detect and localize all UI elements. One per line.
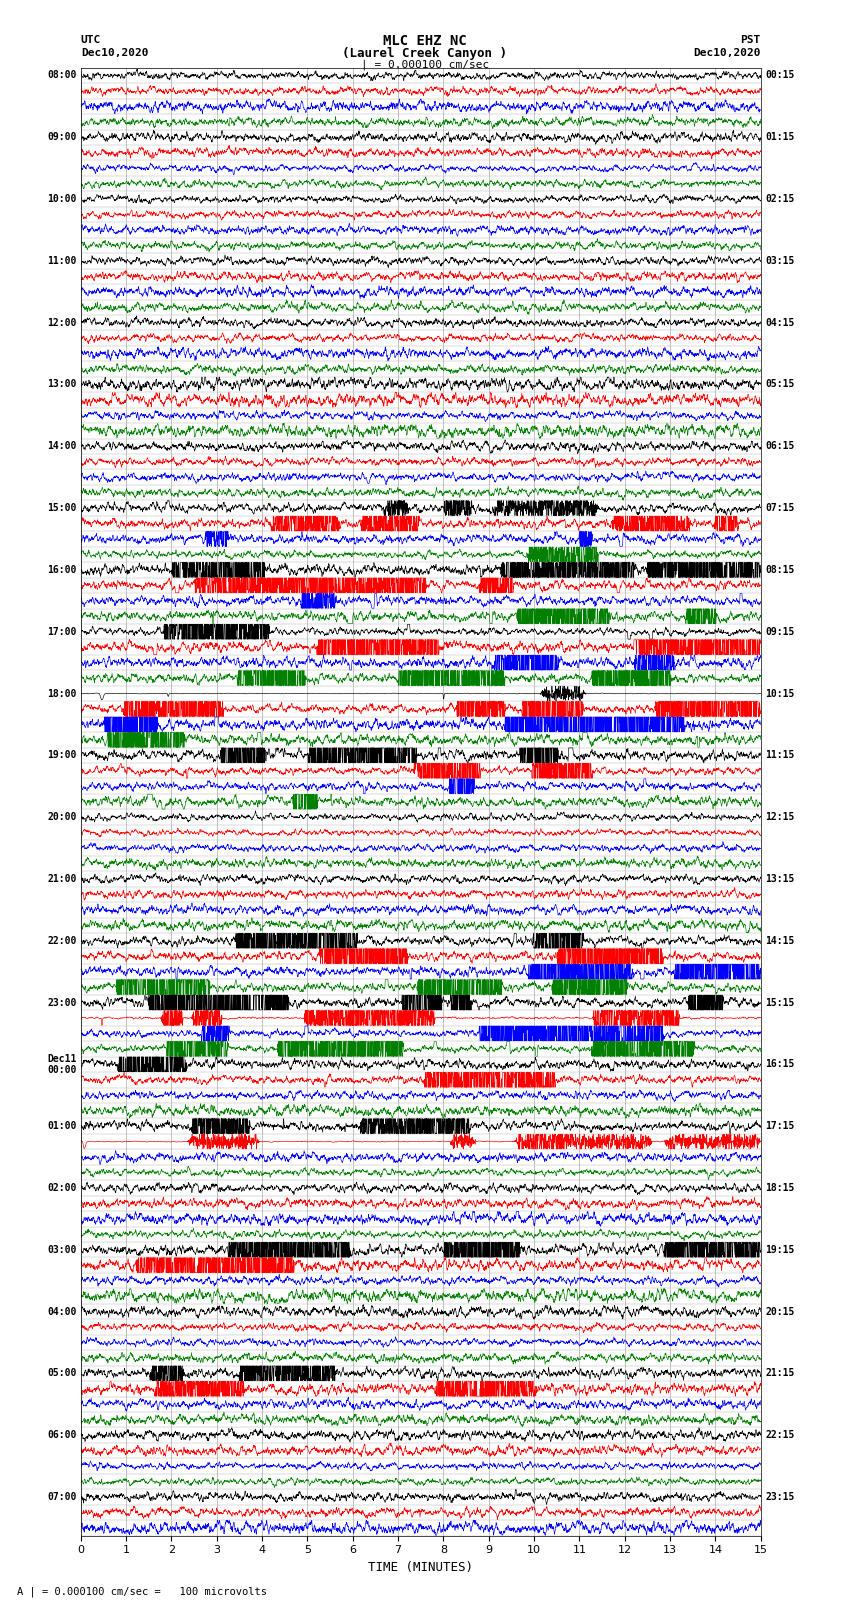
Text: (Laurel Creek Canyon ): (Laurel Creek Canyon ) xyxy=(343,47,507,60)
Text: Dec10,2020: Dec10,2020 xyxy=(81,48,148,58)
Text: 21:15: 21:15 xyxy=(765,1368,795,1379)
Text: 13:00: 13:00 xyxy=(47,379,76,389)
Text: 13:15: 13:15 xyxy=(765,874,795,884)
Text: PST: PST xyxy=(740,35,761,45)
Text: MLC EHZ NC: MLC EHZ NC xyxy=(383,34,467,48)
Text: A | = 0.000100 cm/sec =   100 microvolts: A | = 0.000100 cm/sec = 100 microvolts xyxy=(17,1587,267,1597)
Text: 19:00: 19:00 xyxy=(47,750,76,760)
Text: 07:00: 07:00 xyxy=(47,1492,76,1502)
Text: 11:00: 11:00 xyxy=(47,256,76,266)
Text: 15:00: 15:00 xyxy=(47,503,76,513)
Text: 15:15: 15:15 xyxy=(765,997,795,1008)
Text: 00:15: 00:15 xyxy=(765,71,795,81)
Text: 14:00: 14:00 xyxy=(47,442,76,452)
Text: 03:15: 03:15 xyxy=(765,256,795,266)
Text: 01:00: 01:00 xyxy=(47,1121,76,1131)
Text: 16:15: 16:15 xyxy=(765,1060,795,1069)
Text: 22:00: 22:00 xyxy=(47,936,76,945)
Text: 02:15: 02:15 xyxy=(765,194,795,205)
Text: 11:15: 11:15 xyxy=(765,750,795,760)
Text: 12:00: 12:00 xyxy=(47,318,76,327)
Text: 17:00: 17:00 xyxy=(47,627,76,637)
Text: 01:15: 01:15 xyxy=(765,132,795,142)
Text: 18:00: 18:00 xyxy=(47,689,76,698)
Text: 12:15: 12:15 xyxy=(765,811,795,823)
Text: 03:00: 03:00 xyxy=(47,1245,76,1255)
Text: 19:15: 19:15 xyxy=(765,1245,795,1255)
Text: 20:15: 20:15 xyxy=(765,1307,795,1316)
Text: 06:15: 06:15 xyxy=(765,442,795,452)
Text: 04:15: 04:15 xyxy=(765,318,795,327)
Text: 23:00: 23:00 xyxy=(47,997,76,1008)
Text: 02:00: 02:00 xyxy=(47,1182,76,1194)
Text: Dec10,2020: Dec10,2020 xyxy=(694,48,761,58)
Text: 08:00: 08:00 xyxy=(47,71,76,81)
Text: 10:00: 10:00 xyxy=(47,194,76,205)
Text: Dec11
00:00: Dec11 00:00 xyxy=(47,1053,76,1076)
Text: 21:00: 21:00 xyxy=(47,874,76,884)
Text: 05:00: 05:00 xyxy=(47,1368,76,1379)
Text: 06:00: 06:00 xyxy=(47,1431,76,1440)
Text: 18:15: 18:15 xyxy=(765,1182,795,1194)
Text: 07:15: 07:15 xyxy=(765,503,795,513)
Text: 10:15: 10:15 xyxy=(765,689,795,698)
Text: 09:15: 09:15 xyxy=(765,627,795,637)
Text: 20:00: 20:00 xyxy=(47,811,76,823)
Text: 09:00: 09:00 xyxy=(47,132,76,142)
Text: 23:15: 23:15 xyxy=(765,1492,795,1502)
Text: 17:15: 17:15 xyxy=(765,1121,795,1131)
Text: 22:15: 22:15 xyxy=(765,1431,795,1440)
Text: 16:00: 16:00 xyxy=(47,565,76,574)
Text: UTC: UTC xyxy=(81,35,101,45)
Text: 05:15: 05:15 xyxy=(765,379,795,389)
Text: 14:15: 14:15 xyxy=(765,936,795,945)
X-axis label: TIME (MINUTES): TIME (MINUTES) xyxy=(368,1561,473,1574)
Text: 04:00: 04:00 xyxy=(47,1307,76,1316)
Text: | = 0.000100 cm/sec: | = 0.000100 cm/sec xyxy=(361,60,489,69)
Text: 08:15: 08:15 xyxy=(765,565,795,574)
